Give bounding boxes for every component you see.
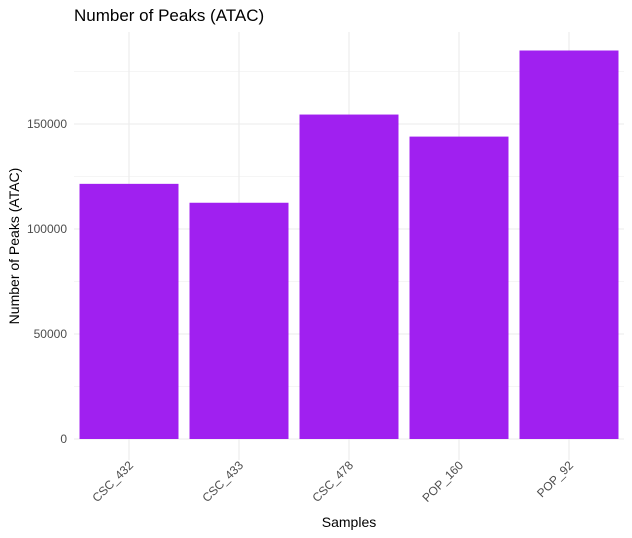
bar-csc-432 [79, 183, 179, 439]
y-tick-label: 50000 [34, 327, 68, 341]
y-tick-label: 100000 [27, 222, 67, 236]
x-tick-label: POP_160 [419, 458, 466, 505]
y-tick-label: 150000 [27, 117, 67, 131]
y-axis-title: Number of Peaks (ATAC) [6, 168, 22, 325]
y-tick-label: 0 [60, 432, 67, 446]
y-axis-ticks: 0 50000 100000 150000 [27, 117, 67, 446]
bar-pop-160 [409, 136, 509, 439]
x-axis-title: Samples [322, 514, 376, 530]
x-axis-ticks: CSC_432 CSC_433 CSC_478 POP_160 POP_92 [89, 458, 576, 505]
bar-csc-433 [189, 202, 289, 439]
x-tick-label: POP_92 [534, 458, 576, 500]
bars [79, 50, 619, 440]
x-tick-label: CSC_432 [89, 458, 136, 505]
bar-pop-92 [519, 50, 619, 439]
x-tick-label: CSC_433 [199, 458, 246, 505]
x-tick-label: CSC_478 [309, 458, 356, 505]
bar-csc-478 [299, 114, 399, 440]
chart-title: Number of Peaks (ATAC) [74, 6, 265, 25]
